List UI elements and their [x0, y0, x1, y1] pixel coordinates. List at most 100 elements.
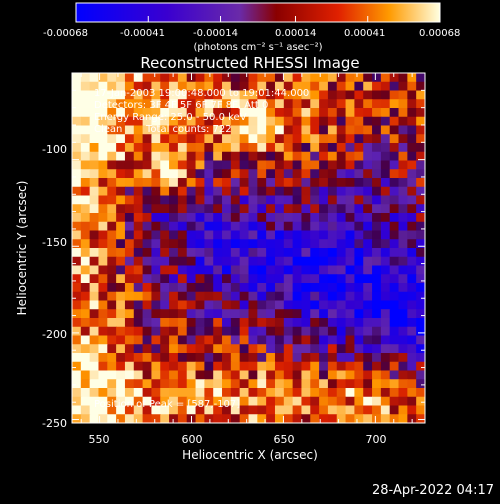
heatmap-cell [345, 265, 355, 275]
heatmap-cell [98, 125, 108, 135]
heatmap-cell [398, 361, 408, 372]
heatmap-cell [239, 291, 250, 302]
heatmap-cell [336, 309, 347, 319]
heatmap-cell [257, 213, 267, 223]
heatmap-cell [124, 99, 135, 109]
heatmap-cell [310, 134, 320, 144]
heatmap-cell [80, 414, 91, 423]
heatmap-cell [239, 414, 250, 423]
heatmap-cell [345, 213, 355, 223]
heatmap-cell [257, 414, 267, 423]
heatmap-cell [204, 388, 214, 398]
heatmap-cell [292, 73, 303, 83]
heatmap-cell [80, 90, 91, 100]
heatmap-cell [186, 291, 197, 302]
heatmap-cell [257, 160, 267, 170]
heatmap-cell [363, 326, 373, 337]
heatmap-cell [310, 405, 320, 415]
heatmap-cell [186, 99, 197, 109]
heatmap-cell [319, 335, 329, 345]
heatmap-cell [398, 344, 408, 354]
heatmap-cell [142, 116, 153, 127]
heatmap-cell [301, 248, 311, 258]
heatmap-cell [151, 134, 161, 144]
heatmap-cell [72, 405, 82, 415]
heatmap-cell [204, 300, 214, 310]
heatmap-cell [213, 309, 223, 319]
heatmap-cell [274, 248, 285, 258]
heatmap-cell [319, 405, 329, 415]
heatmap-cell [310, 370, 320, 380]
heatmap-cell [345, 90, 355, 100]
heatmap-cell [345, 221, 355, 232]
heatmap-cell [327, 388, 338, 398]
heatmap-cell [204, 99, 214, 109]
heatmap-cell [169, 151, 179, 162]
heatmap-cell [310, 73, 320, 83]
heatmap-cell [169, 344, 179, 354]
heatmap-cell [169, 283, 179, 293]
heatmap-cell [195, 186, 205, 197]
heatmap-cell [133, 405, 144, 415]
heatmap-cell [380, 116, 391, 127]
heatmap-cell [283, 213, 294, 223]
heatmap-cell [80, 221, 91, 232]
heatmap-cell [124, 265, 135, 275]
heatmap-cell [107, 116, 117, 127]
heatmap-cell [372, 379, 382, 389]
heatmap-cell [416, 300, 425, 310]
heatmap-cell [204, 116, 214, 127]
heatmap-cell [319, 143, 329, 153]
heatmap-cell [345, 318, 355, 328]
heatmap-cell [142, 335, 153, 345]
heatmap-cell [124, 414, 135, 423]
heatmap-cell [416, 256, 425, 267]
heatmap-cell [222, 125, 232, 135]
heatmap-cell [398, 108, 408, 118]
heatmap-cell [380, 99, 391, 109]
heatmap-cell [186, 230, 197, 240]
heatmap-cell [266, 256, 276, 267]
heatmap-cell [195, 204, 205, 214]
heatmap-cell [354, 370, 364, 380]
heatmap-cell [116, 160, 126, 170]
heatmap-cell [107, 160, 117, 170]
heatmap-cell [283, 309, 294, 319]
heatmap-cell [345, 116, 355, 127]
heatmap-cell [204, 405, 214, 415]
heatmap-cell [186, 353, 197, 363]
heatmap-cell [345, 186, 355, 197]
heatmap-cell [186, 405, 197, 415]
heatmap-cell [257, 335, 267, 345]
heatmap-cell [151, 99, 161, 109]
heatmap-cell [257, 90, 267, 100]
heatmap-cell [195, 99, 205, 109]
heatmap-cell [142, 248, 153, 258]
heatmap-cell [213, 396, 223, 407]
heatmap-cell [301, 283, 311, 293]
heatmap-cell [160, 204, 170, 214]
heatmap-cell [222, 116, 232, 127]
heatmap-cell [213, 186, 223, 197]
heatmap-cell [142, 361, 153, 372]
heatmap-cell [363, 309, 373, 319]
heatmap-cell [80, 125, 91, 135]
annotation-time-range: 17-Jan-2003 19:00:48.000 to 19:01:44.000 [94, 88, 309, 99]
heatmap-cell [89, 414, 100, 423]
heatmap-cell [301, 239, 311, 249]
heatmap-cell [336, 108, 347, 118]
heatmap-cell [89, 248, 100, 258]
heatmap-cell [266, 388, 276, 398]
heatmap-cell [133, 151, 144, 162]
heatmap-cell [169, 318, 179, 328]
heatmap-cell [80, 160, 91, 170]
heatmap-cell [292, 230, 303, 240]
y-tick-label-minus200: -200 [42, 328, 67, 341]
heatmap-cell [354, 178, 364, 188]
heatmap-cell [239, 204, 250, 214]
heatmap-cell [98, 195, 108, 205]
heatmap-cell [213, 204, 223, 214]
heatmap-cell [363, 335, 373, 345]
heatmap-cell [389, 195, 400, 205]
heatmap-cell [319, 213, 329, 223]
